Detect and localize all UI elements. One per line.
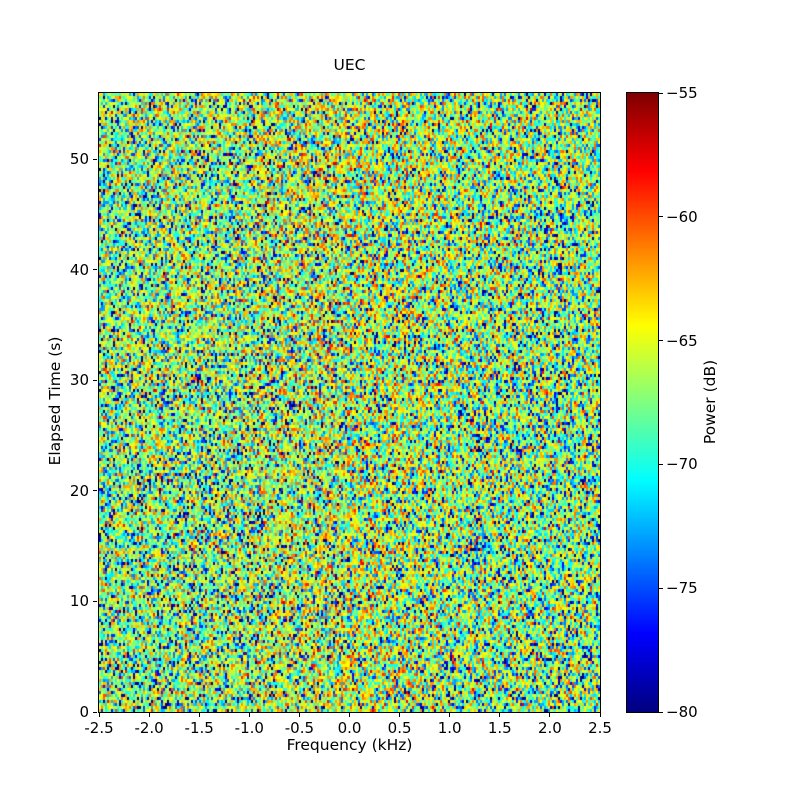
colorbar-label: Power (dB) (701, 359, 719, 445)
y-tick-label: 20 (69, 481, 89, 500)
x-tick-label: 2.5 (588, 719, 612, 737)
colorbar-tick-label: −75 (666, 579, 698, 598)
x-tick-mark (599, 713, 601, 717)
colorbar-tick-mark (659, 463, 663, 465)
x-tick-label: -1.5 (184, 719, 214, 737)
y-tick-label: 10 (69, 592, 89, 611)
x-tick-label: 0.5 (387, 719, 412, 737)
colorbar-tick-mark (659, 92, 663, 94)
x-tick-mark (549, 713, 551, 717)
y-tick-label: 50 (69, 150, 89, 169)
x-tick-mark (399, 713, 401, 717)
colorbar-gradient (627, 93, 658, 712)
y-tick-mark (93, 490, 97, 492)
x-tick-mark (98, 713, 100, 717)
y-tick-mark (93, 379, 97, 381)
plot-area (98, 92, 601, 713)
y-tick-mark (93, 269, 97, 271)
y-tick-label: 40 (69, 260, 89, 279)
x-tick-mark (349, 713, 350, 717)
x-tick-mark (499, 713, 501, 717)
spectrogram-heatmap (99, 93, 600, 712)
colorbar (626, 92, 659, 713)
colorbar-tick-mark (659, 711, 663, 713)
y-tick-mark (93, 711, 97, 713)
y-tick-mark (93, 158, 97, 160)
y-tick-label: 30 (69, 371, 89, 390)
x-tick-label: -1.0 (234, 719, 264, 737)
colorbar-tick-label: −55 (666, 84, 698, 102)
x-tick-mark (298, 713, 300, 717)
y-tick-mark (93, 600, 97, 602)
x-tick-label: -2.5 (84, 719, 114, 737)
x-tick-mark (449, 713, 451, 717)
x-tick-label: 1.0 (437, 719, 462, 737)
plot-title: UEC (333, 56, 366, 74)
colorbar-tick-label: −65 (666, 331, 698, 350)
colorbar-tick-mark (659, 340, 663, 342)
y-tick-label: 0 (79, 703, 89, 721)
x-tick-label: 1.5 (487, 719, 512, 737)
colorbar-tick-mark (659, 216, 663, 218)
x-tick-label: -2.0 (134, 719, 164, 737)
x-tick-label: 0.0 (337, 719, 362, 737)
x-tick-label: 2.0 (537, 719, 562, 737)
x-tick-mark (248, 713, 250, 717)
x-tick-mark (198, 713, 200, 717)
colorbar-tick-label: −70 (666, 455, 698, 474)
colorbar-tick-mark (659, 587, 663, 589)
colorbar-tick-label: −80 (666, 703, 698, 721)
colorbar-tick-label: −60 (666, 207, 698, 226)
x-axis-label: Frequency (kHz) (286, 736, 413, 754)
x-tick-mark (148, 713, 150, 717)
y-axis-label: Elapsed Time (s) (46, 336, 64, 466)
x-tick-label: -0.5 (284, 719, 315, 737)
